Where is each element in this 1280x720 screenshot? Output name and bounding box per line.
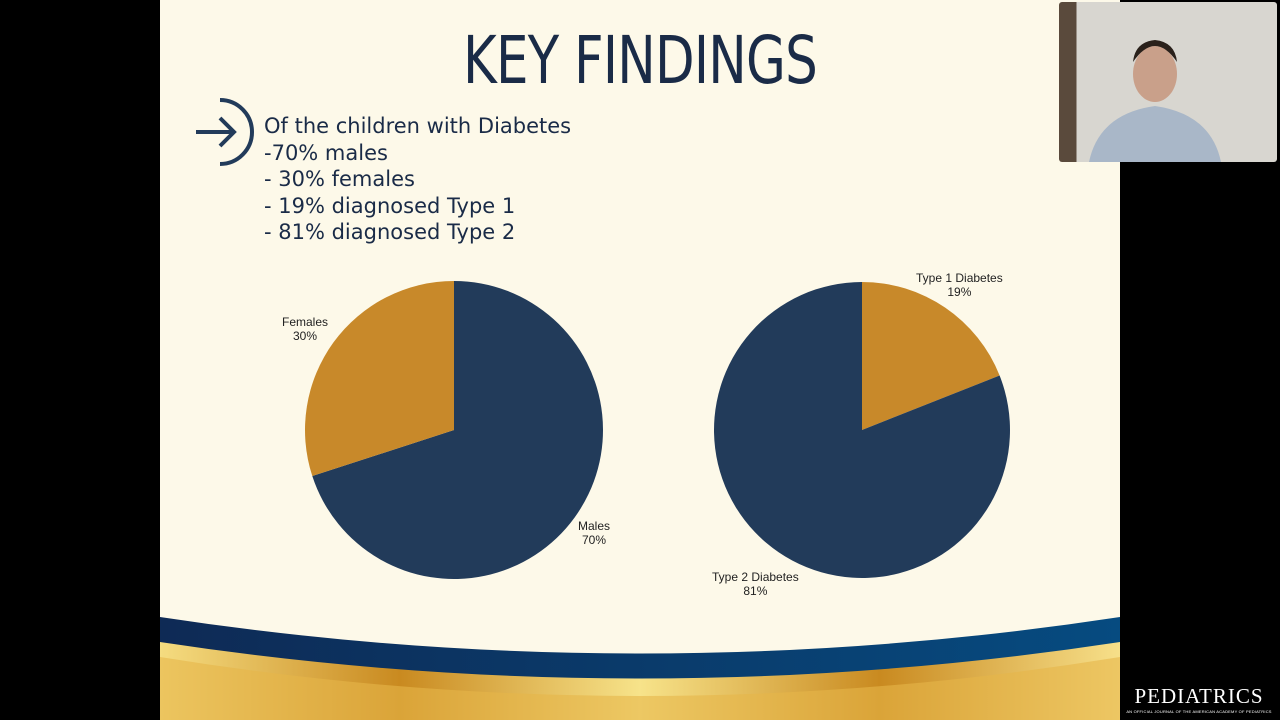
- findings-heading: Of the children with Diabetes: [264, 114, 572, 138]
- slice-label-males: Males 70%: [578, 519, 611, 547]
- slice-label-type1: Type 1 Diabetes 19%: [916, 271, 1003, 299]
- slice-label-females: Females 30%: [282, 315, 329, 343]
- finding-item: -70% males: [264, 140, 388, 165]
- arrow-circle-icon: [196, 98, 254, 166]
- presenter-avatar: [1089, 40, 1221, 162]
- pediatrics-logo: PEDIATRICS AN OFFICIAL JOURNAL OF THE AM…: [1126, 684, 1272, 714]
- slide-decoration: [160, 617, 1120, 720]
- presenter-webcam: [1059, 2, 1277, 162]
- finding-item: - 19% diagnosed Type 1: [264, 193, 516, 218]
- findings-list: Of the children with Diabetes -70% males…: [264, 113, 571, 246]
- slice-label-type2: Type 2 Diabetes 81%: [712, 570, 799, 598]
- pie-charts: [305, 281, 1011, 580]
- pie-slice-type-2-diabetes: [714, 282, 1011, 578]
- pie-slice-females: [305, 281, 454, 477]
- slide-title: KEY FINDINGS: [463, 22, 818, 99]
- finding-item: - 30% females: [264, 167, 415, 191]
- pie-slice-type-1-diabetes: [862, 282, 1000, 430]
- pie-slice-males: [312, 281, 603, 580]
- finding-item: - 81% diagnosed Type 2: [264, 220, 516, 244]
- presentation-slide: KEY FINDINGS Of the children with Diabet…: [160, 0, 1120, 720]
